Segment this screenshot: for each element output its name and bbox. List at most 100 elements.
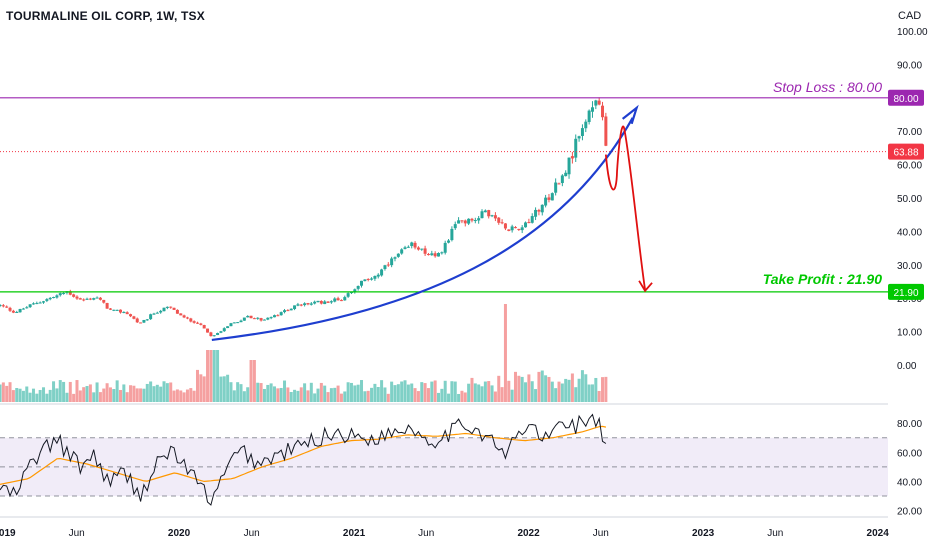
candle-body bbox=[135, 318, 139, 323]
volume-bar bbox=[162, 381, 166, 402]
candle bbox=[252, 317, 256, 320]
candle-body bbox=[149, 314, 153, 320]
candle-body bbox=[35, 303, 39, 305]
candle bbox=[162, 307, 166, 312]
current-price-tag: 63.88 bbox=[888, 143, 924, 160]
volume-bar bbox=[95, 382, 99, 402]
candle-body bbox=[78, 298, 82, 300]
volume-bar bbox=[480, 386, 484, 402]
candle bbox=[433, 251, 437, 258]
volume-bar bbox=[540, 370, 544, 402]
volume-bar bbox=[72, 393, 76, 402]
candle bbox=[333, 297, 337, 303]
volume-bar bbox=[447, 393, 451, 402]
volume-bar bbox=[216, 350, 220, 402]
candle bbox=[102, 299, 106, 304]
candle-body bbox=[0, 304, 2, 306]
candle-body bbox=[440, 252, 444, 254]
volume-bar bbox=[423, 383, 427, 402]
price-tick-9: 10.00 bbox=[897, 328, 922, 339]
candle-body bbox=[584, 121, 588, 129]
volume-bar bbox=[18, 388, 22, 402]
candle bbox=[426, 252, 430, 256]
volume-bar bbox=[192, 390, 196, 402]
volume-bar bbox=[416, 391, 420, 402]
volume-bar bbox=[0, 384, 2, 402]
candle-body bbox=[524, 222, 528, 228]
candle-body bbox=[95, 297, 99, 299]
candle bbox=[386, 262, 390, 267]
candle bbox=[48, 297, 52, 301]
candle-body bbox=[152, 313, 156, 315]
volume-bar bbox=[473, 383, 477, 402]
volume-bar bbox=[467, 383, 471, 402]
price-candles bbox=[0, 97, 608, 337]
volume-bar bbox=[85, 386, 89, 402]
volume-bar bbox=[189, 388, 193, 402]
volume-bar bbox=[316, 388, 320, 402]
candle bbox=[473, 217, 477, 224]
volume-bar bbox=[390, 381, 394, 402]
current-price-tag-text: 63.88 bbox=[893, 148, 918, 159]
volume-bar bbox=[574, 387, 578, 402]
candle-body bbox=[222, 328, 226, 332]
volume-bar bbox=[88, 384, 92, 402]
volume-bar bbox=[259, 383, 263, 402]
rsi-tick-2: 40.00 bbox=[897, 477, 922, 488]
candle-body bbox=[604, 116, 608, 146]
volume-bar bbox=[159, 386, 163, 402]
candle bbox=[423, 245, 427, 256]
candle-body bbox=[8, 307, 12, 311]
candle-body bbox=[226, 326, 230, 329]
candle-body bbox=[52, 297, 56, 299]
candle-body bbox=[85, 298, 89, 300]
candle bbox=[232, 322, 236, 324]
volume-bar bbox=[185, 389, 189, 402]
candle-body bbox=[102, 299, 106, 303]
candle bbox=[15, 310, 19, 313]
candle-body bbox=[319, 300, 323, 304]
candle-body bbox=[423, 248, 427, 254]
volume-bar bbox=[470, 377, 474, 402]
volume-bar bbox=[132, 385, 136, 402]
volume-bar bbox=[199, 374, 203, 402]
volume-bar bbox=[584, 374, 588, 402]
candle bbox=[92, 297, 96, 301]
candle bbox=[209, 331, 213, 337]
stop-loss-tag-text: 80.00 bbox=[893, 94, 918, 105]
time-tick-5: Jun bbox=[418, 528, 434, 539]
candle bbox=[597, 97, 601, 106]
candle bbox=[534, 207, 538, 221]
candle bbox=[45, 298, 49, 303]
candle bbox=[604, 112, 608, 147]
candle bbox=[309, 302, 313, 306]
stop-loss-tag-box bbox=[888, 89, 924, 106]
volume-bar bbox=[313, 393, 317, 402]
candle-body bbox=[380, 269, 384, 276]
volume-bar bbox=[373, 383, 377, 402]
volume-bar bbox=[78, 390, 82, 402]
candle-body bbox=[450, 228, 454, 241]
volume-bar bbox=[108, 387, 112, 402]
projection-path bbox=[604, 125, 646, 290]
candle-body bbox=[463, 220, 467, 224]
volume-bar bbox=[195, 369, 199, 402]
candle bbox=[360, 280, 364, 288]
candle-body bbox=[339, 300, 343, 302]
candle bbox=[453, 221, 457, 230]
volume-bar bbox=[510, 389, 514, 402]
symbol-title: TOURMALINE OIL CORP, 1W, TSX bbox=[6, 9, 205, 23]
candle bbox=[590, 101, 594, 118]
candle bbox=[246, 315, 250, 318]
candle-body bbox=[75, 296, 79, 299]
volume-bar bbox=[560, 383, 564, 402]
candle bbox=[0, 304, 2, 308]
candle-body bbox=[276, 315, 280, 317]
candle bbox=[129, 313, 133, 318]
parabolic-curve bbox=[211, 117, 634, 342]
volume-bar bbox=[55, 388, 59, 402]
volume-bar bbox=[209, 350, 213, 402]
candle bbox=[175, 309, 179, 314]
